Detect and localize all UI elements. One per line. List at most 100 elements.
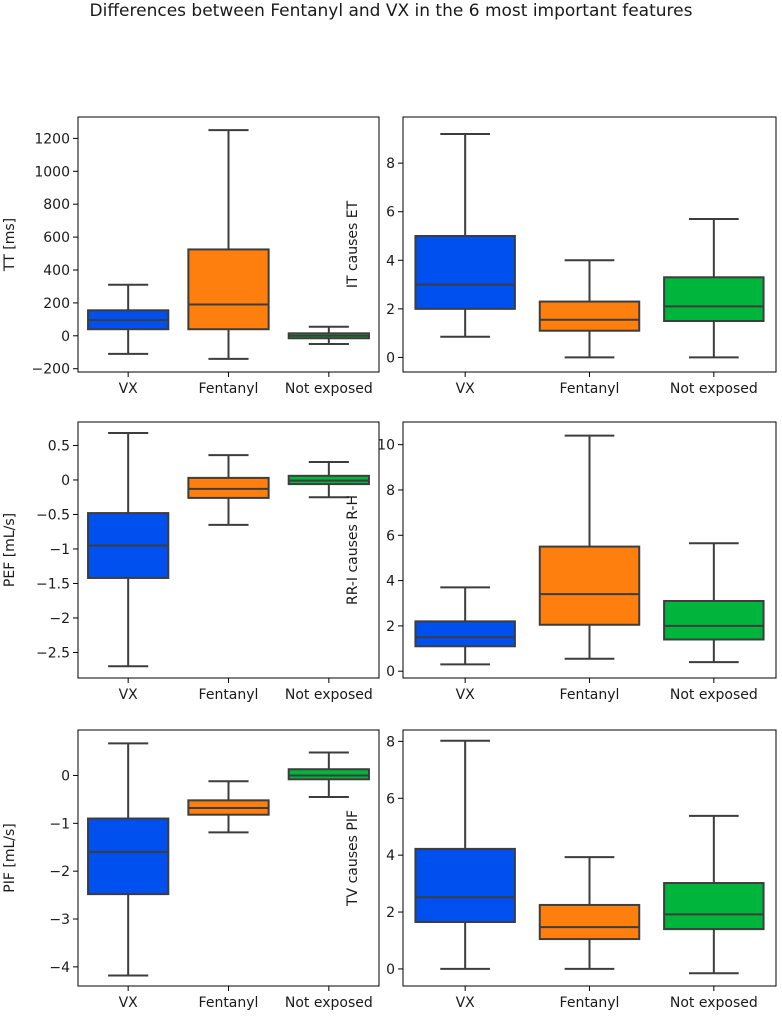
y-tick-label: 1200 <box>34 131 70 147</box>
y-tick-label: −4 <box>49 960 70 976</box>
y-tick-label: −2.5 <box>36 645 70 661</box>
y-tick-label: −2 <box>49 864 70 880</box>
x-tick-label: VX <box>456 381 476 397</box>
iqr-box <box>414 847 516 923</box>
box-not-exposed <box>287 461 370 499</box>
x-tick-label: Fentanyl <box>560 687 620 703</box>
x-tick-label: Not exposed <box>285 995 373 1011</box>
figure-title: Differences between Fentanyl and VX in t… <box>89 1 693 21</box>
x-tick-label: Not exposed <box>285 687 373 703</box>
y-tick-label: 6 <box>386 205 395 221</box>
y-tick-label: 0 <box>61 329 70 345</box>
y-tick-label: 400 <box>43 263 70 279</box>
box-fentanyl <box>538 259 641 359</box>
x-tick-label: VX <box>119 995 139 1011</box>
x-tick-label: Fentanyl <box>199 687 259 703</box>
y-tick-label: −2 <box>49 611 70 627</box>
y-axis-label: PEF [mL/s] <box>2 513 18 587</box>
x-tick-label: VX <box>456 687 476 703</box>
y-tick-label: −3 <box>49 912 70 928</box>
y-tick-label: 4 <box>386 848 395 864</box>
panel-1: −200 0 200 400 600 800 1000 1200 TT [ms] VX Fentan… <box>2 116 380 397</box>
panel-5: −4 −3 −2 −1 0 PIF [mL/s] VX Fentanyl Not exposed <box>2 729 380 1011</box>
box-fentanyl <box>187 129 270 360</box>
box-vx <box>87 742 170 977</box>
box-vx <box>414 586 516 666</box>
y-axis-label: PIF [mL/s] <box>2 823 18 892</box>
y-tick-label: 6 <box>386 791 395 807</box>
y-tick-label: −200 <box>32 362 70 378</box>
box-not-exposed <box>287 751 370 798</box>
y-axis-label: RR-I causes R-H <box>345 495 361 605</box>
y-tick-label: 2 <box>386 905 395 921</box>
box-vx <box>87 283 170 355</box>
box-not-exposed <box>663 218 765 359</box>
y-tick-label: 10 <box>377 438 395 454</box>
x-tick-label: VX <box>119 381 139 397</box>
box-fentanyl <box>187 780 270 834</box>
y-axis-label: TT [ms] <box>2 218 18 272</box>
panel-2: 0 2 4 6 8 IT causes ET VX Fentanyl Not exposed <box>345 116 777 397</box>
y-tick-label: 4 <box>386 253 395 269</box>
iqr-box <box>287 768 370 781</box>
iqr-box <box>538 903 641 941</box>
iqr-box <box>414 235 516 310</box>
panel-4: 0 2 4 6 8 10 RR-I causes R-H VX Fentanyl Not expo… <box>345 421 777 703</box>
box-fentanyl <box>538 434 641 660</box>
panel-6: 0 2 4 6 8 TV causes PIF VX Fentanyl Not exposed <box>345 729 777 1011</box>
y-tick-label: −0.5 <box>36 507 70 523</box>
box-vx <box>87 432 170 668</box>
axes-frame <box>77 421 380 679</box>
y-tick-label: 4 <box>386 574 395 590</box>
y-tick-label: −1.5 <box>36 576 70 592</box>
y-tick-label: 0 <box>386 350 395 366</box>
y-tick-label: 0.5 <box>48 438 70 454</box>
iqr-box <box>663 276 765 322</box>
y-tick-label: 1000 <box>34 164 70 180</box>
iqr-box <box>663 599 765 641</box>
y-axis-label: TV causes PIF <box>345 810 361 907</box>
y-tick-label: 0 <box>386 664 395 680</box>
box-not-exposed <box>663 814 765 975</box>
x-tick-label: VX <box>456 995 476 1011</box>
y-tick-label: 2 <box>386 302 395 318</box>
y-tick-label: 6 <box>386 528 395 544</box>
y-tick-label: −1 <box>49 542 70 558</box>
box-fentanyl <box>538 856 641 970</box>
box-fentanyl <box>187 454 270 526</box>
y-tick-label: 8 <box>386 483 395 499</box>
x-tick-label: Not exposed <box>285 381 373 397</box>
iqr-box <box>187 476 270 499</box>
box-vx <box>414 739 516 970</box>
iqr-box <box>663 882 765 931</box>
y-tick-label: −1 <box>49 816 70 832</box>
y-tick-label: 800 <box>43 197 70 213</box>
iqr-box <box>538 545 641 626</box>
x-tick-label: Fentanyl <box>560 381 620 397</box>
axes-frame <box>402 421 777 679</box>
axes-frame <box>77 116 380 373</box>
x-tick-label: Fentanyl <box>560 995 620 1011</box>
x-tick-label: VX <box>119 687 139 703</box>
iqr-box <box>414 620 516 648</box>
axes-frame <box>402 116 777 373</box>
y-tick-label: 8 <box>386 734 395 750</box>
axes-frame <box>402 729 777 987</box>
box-not-exposed <box>663 542 765 664</box>
axes-frame <box>77 729 380 987</box>
y-tick-label: 200 <box>43 296 70 312</box>
x-tick-label: Fentanyl <box>199 995 259 1011</box>
y-tick-label: 600 <box>43 230 70 246</box>
y-tick-label: 8 <box>386 156 395 172</box>
iqr-box <box>538 300 641 332</box>
panel-3: −2.5 −2 −1.5 −1 −0.5 0 0.5 PEF [mL/s] VX Fentanyl… <box>2 421 380 703</box>
x-tick-label: Fentanyl <box>199 381 259 397</box>
y-tick-label: 0 <box>386 962 395 978</box>
iqr-box <box>87 817 170 896</box>
x-tick-label: Not exposed <box>670 687 758 703</box>
box-not-exposed <box>287 325 370 346</box>
box-vx <box>414 133 516 338</box>
iqr-box <box>187 248 270 331</box>
